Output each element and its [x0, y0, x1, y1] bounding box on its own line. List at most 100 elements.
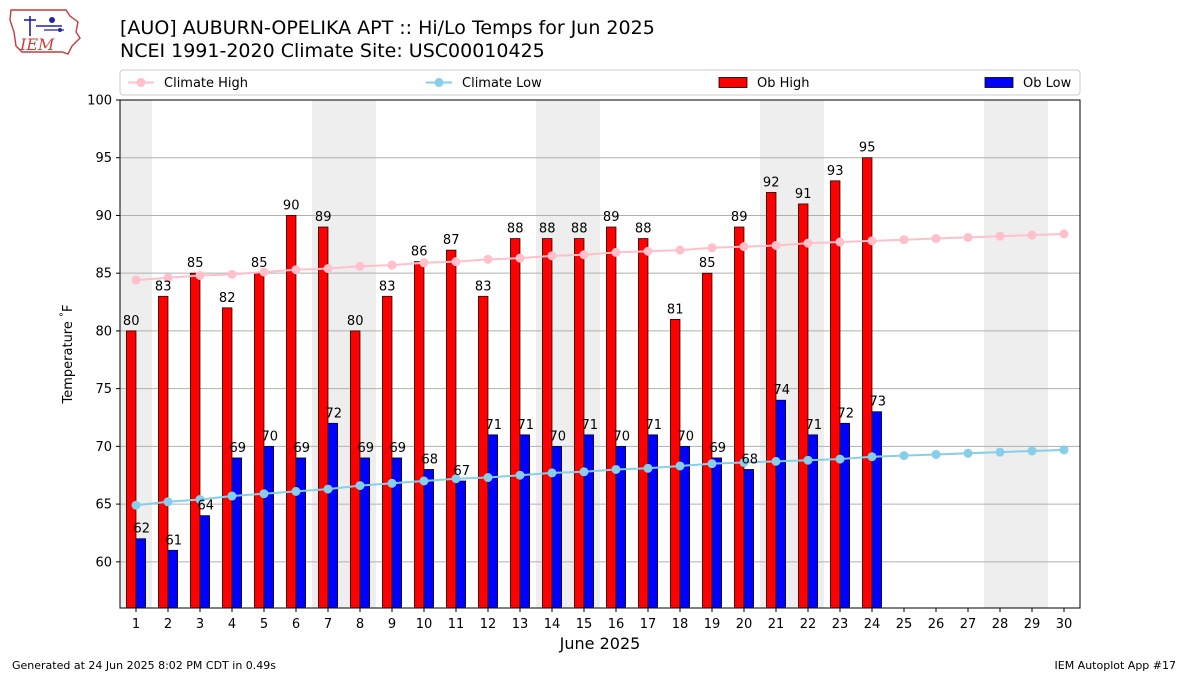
climate-high-point	[1059, 229, 1069, 239]
climate-low-point	[515, 470, 525, 480]
ob-high-label: 88	[539, 222, 556, 237]
y-tick-label: 80	[95, 324, 112, 339]
ob-high-label: 80	[123, 314, 140, 329]
climate-low-point	[323, 484, 333, 494]
ob-high-bar	[158, 295, 169, 608]
chart-title: [AUO] AUBURN-OPELIKA APT :: Hi/Lo Temps …	[120, 17, 655, 39]
climate-low-point	[195, 494, 205, 504]
ob-low-label: 71	[486, 418, 503, 433]
climate-low-point	[451, 474, 461, 484]
ob-low-bar	[807, 434, 818, 608]
ob-low-label: 62	[134, 522, 151, 537]
climate-high-point	[323, 264, 333, 274]
ob-high-bar	[126, 330, 137, 608]
climate-low-point	[771, 456, 781, 466]
legend-climate-low-marker	[434, 78, 444, 87]
ob-low-bar	[615, 446, 626, 608]
ob-low-bar	[455, 480, 466, 608]
ob-high-bar	[510, 238, 521, 608]
climate-high-point	[483, 254, 493, 264]
y-tick-label: 60	[95, 555, 112, 570]
ob-low-label: 64	[198, 499, 215, 514]
ob-low-bar	[359, 457, 370, 608]
x-tick-label: 10	[416, 617, 433, 632]
climate-high-point	[771, 240, 781, 250]
y-axis-label-text: Temperature	[61, 317, 76, 404]
logo-text: IEM	[19, 35, 55, 54]
climate-low-point	[1027, 446, 1037, 456]
ob-high-label: 88	[507, 222, 524, 237]
legend-ob-high-label: Ob High	[757, 76, 810, 91]
ob-high-bar	[350, 330, 361, 608]
ob-low-label: 73	[870, 395, 887, 410]
ob-high-bar	[190, 272, 201, 608]
ob-high-label: 83	[155, 279, 172, 294]
ob-low-bar	[551, 446, 562, 608]
climate-low-point	[931, 449, 941, 459]
climate-low-point	[739, 458, 749, 468]
climate-high-point	[259, 267, 269, 277]
climate-high-point	[931, 234, 941, 244]
iowa-map-icon: IEM	[9, 9, 81, 55]
ob-high-label: 91	[795, 187, 812, 202]
ob-low-bar	[231, 457, 242, 608]
y-axis-label: Temperature °F	[59, 305, 76, 405]
ob-low-bar	[871, 411, 882, 608]
climate-high-point	[867, 236, 877, 246]
ob-high-bar	[478, 295, 489, 608]
ob-high-bar	[862, 157, 873, 608]
climate-high-point	[803, 238, 813, 248]
climate-high-point	[675, 245, 685, 255]
climate-low-point	[803, 455, 813, 465]
ob-low-label: 69	[294, 441, 311, 456]
ob-low-bar	[327, 422, 338, 608]
ob-high-label: 92	[763, 175, 780, 190]
climate-low-point	[899, 451, 909, 461]
y-tick-label: 75	[95, 382, 112, 397]
ob-low-label: 71	[518, 418, 535, 433]
ob-low-label: 70	[262, 429, 279, 444]
y-tick-label: 65	[95, 498, 112, 513]
ob-low-bar	[743, 469, 754, 608]
x-tick-label: 22	[800, 617, 817, 632]
climate-low-point	[1059, 445, 1069, 455]
climate-low-point	[835, 454, 845, 464]
ob-high-bar	[382, 295, 393, 608]
ob-high-bar	[574, 238, 585, 608]
plot-area	[120, 100, 1080, 608]
climate-low-point	[291, 486, 301, 496]
x-tick-label: 5	[260, 617, 268, 632]
climate-low-point	[483, 473, 493, 483]
ob-low-label: 67	[454, 464, 471, 479]
y-tick-label: 100	[87, 94, 112, 109]
climate-low-point	[547, 468, 557, 478]
ob-high-bar	[446, 249, 457, 608]
x-tick-label: 17	[640, 617, 657, 632]
ob-high-label: 83	[379, 279, 396, 294]
ob-low-label: 71	[646, 418, 663, 433]
ob-low-label: 70	[678, 429, 695, 444]
x-tick-label: 8	[356, 617, 364, 632]
ob-low-label: 71	[582, 418, 599, 433]
ob-high-bar	[702, 272, 713, 608]
ob-high-label: 87	[443, 233, 460, 248]
climate-high-point	[387, 260, 397, 270]
ob-low-bar	[839, 422, 850, 608]
ob-low-bar	[295, 457, 306, 608]
x-tick-label: 30	[1056, 617, 1073, 632]
climate-low-point	[387, 478, 397, 488]
ob-high-label: 80	[347, 314, 364, 329]
ob-low-label: 69	[230, 441, 247, 456]
x-tick-label: 19	[704, 617, 721, 632]
climate-low-point	[227, 491, 237, 501]
climate-high-point	[899, 235, 909, 245]
climate-low-point	[355, 481, 365, 491]
ob-low-label: 70	[614, 429, 631, 444]
plot-frame	[119, 99, 1081, 609]
x-tick-label: 11	[448, 617, 465, 632]
ob-low-label: 70	[550, 429, 567, 444]
x-tick-label: 2	[164, 617, 172, 632]
x-tick-label: 3	[196, 617, 204, 632]
ob-high-label: 82	[219, 291, 236, 306]
climate-low-line	[135, 448, 1065, 507]
